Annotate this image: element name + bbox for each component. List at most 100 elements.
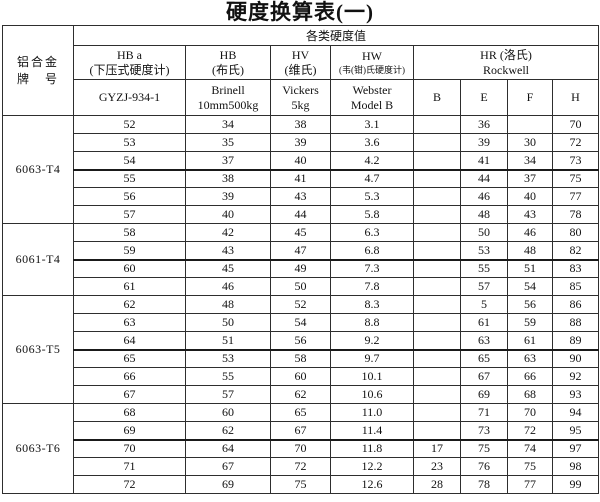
subheader-vickers-line2: 5kg — [291, 97, 310, 112]
value-cell: 75 — [460, 439, 508, 458]
alloy-group-label: 6063-T6 — [2, 403, 74, 494]
value-cell: 68 — [73, 403, 186, 422]
value-cell — [413, 421, 461, 441]
header-hb-name: HB — [219, 47, 237, 62]
value-cell: 71 — [460, 403, 508, 422]
value-cell: 9.2 — [330, 331, 414, 351]
page-title: 硬度换算表(一) — [226, 0, 374, 24]
value-cell: 62 — [270, 385, 331, 404]
value-cell — [413, 259, 461, 278]
value-cell — [413, 295, 461, 314]
header-hr-rockwell: HR (洛氏) Rockwell — [412, 45, 600, 80]
header-hw: HW (韦(钳)氏硬度计) — [330, 45, 414, 80]
table-row: 6063-T5 62 48 52 8.3 5 56 86 — [2, 295, 600, 404]
header-alloy-grade-line2: 牌 号 — [16, 71, 59, 86]
value-cell: 37 — [507, 169, 553, 188]
value-cell: 97 — [551, 439, 600, 458]
value-cell: 75 — [507, 457, 553, 476]
value-cell: 70 — [270, 439, 331, 458]
value-cell: 73 — [460, 421, 508, 441]
header-hb-cn: (布氏) — [212, 62, 244, 77]
value-cell: 3.1 — [330, 115, 414, 134]
value-cell: 50 — [460, 223, 508, 242]
value-cell: 53 — [460, 241, 508, 261]
value-cell: 30 — [507, 133, 553, 152]
value-cell: 54 — [73, 151, 186, 171]
table-row: 59 43 47 6.8 53 48 82 — [3, 241, 600, 261]
value-cell: 56 — [507, 295, 553, 314]
value-cell: 7.8 — [330, 277, 414, 296]
value-cell: 7.3 — [330, 259, 414, 278]
value-cell: 57 — [185, 385, 271, 404]
value-cell: 11.0 — [330, 403, 414, 422]
value-cell: 40 — [507, 187, 553, 206]
value-cell: 54 — [270, 313, 331, 332]
value-cell: 11.8 — [330, 439, 414, 458]
value-cell: 85 — [551, 277, 600, 296]
value-cell: 69 — [185, 475, 271, 494]
value-cell: 45 — [185, 259, 271, 278]
value-cell — [413, 115, 461, 134]
value-cell: 64 — [185, 439, 271, 458]
value-cell: 34 — [185, 115, 271, 134]
value-cell: 53 — [185, 349, 271, 368]
table-row: 61 46 50 7.8 57 54 85 — [3, 277, 600, 296]
value-cell: 4.7 — [330, 169, 414, 188]
value-cell: 35 — [185, 133, 271, 152]
value-cell: 41 — [460, 151, 508, 171]
value-cell — [413, 385, 461, 404]
value-cell: 8.3 — [330, 295, 414, 314]
table-row: 55 38 41 4.7 44 37 75 — [3, 169, 600, 188]
value-cell: 5.8 — [330, 205, 414, 224]
value-cell: 57 — [73, 205, 186, 224]
value-cell: 92 — [551, 367, 600, 386]
value-cell: 99 — [551, 475, 600, 494]
value-cell: 80 — [551, 223, 600, 242]
header-hr-sub: Rockwell — [483, 62, 529, 77]
value-cell: 42 — [185, 223, 271, 242]
value-cell: 43 — [185, 241, 271, 261]
table-row: 6063-T4 52 34 38 3.1 36 70 — [2, 115, 600, 224]
value-cell: 73 — [551, 151, 600, 171]
value-cell: 48 — [507, 241, 553, 261]
table-row: 57 40 44 5.8 48 43 78 — [3, 205, 600, 224]
value-cell — [413, 277, 461, 296]
table-row: 63 50 54 8.8 61 59 88 — [3, 313, 600, 332]
value-cell: 82 — [551, 241, 600, 261]
table-row: 67 57 62 10.6 69 68 93 — [3, 385, 600, 404]
value-cell — [413, 349, 461, 368]
value-cell: 48 — [185, 295, 271, 314]
value-cell: 23 — [413, 457, 461, 476]
value-cell: 93 — [551, 385, 600, 404]
subheader-brinell-line1: Brinell — [211, 82, 245, 97]
value-cell: 63 — [460, 331, 508, 351]
value-cell: 55 — [185, 367, 271, 386]
value-cell: 43 — [270, 187, 331, 206]
value-cell: 94 — [551, 403, 600, 422]
value-cell: 88 — [551, 313, 600, 332]
value-cell — [413, 367, 461, 386]
table-row: 69 62 67 11.4 73 72 95 — [3, 421, 600, 441]
value-cell: 95 — [551, 421, 600, 441]
value-cell: 39 — [270, 133, 331, 152]
value-cell: 34 — [507, 151, 553, 171]
value-cell: 8.8 — [330, 313, 414, 332]
table-row: 53 35 39 3.6 39 30 72 — [3, 133, 600, 152]
value-cell: 68 — [507, 385, 553, 404]
header-hb: HB (布氏) — [185, 45, 271, 80]
value-cell: 47 — [270, 241, 331, 261]
subheader-webster: Webster Model B — [330, 79, 414, 116]
value-cell: 61 — [73, 277, 186, 296]
value-cell: 43 — [507, 205, 553, 224]
header-alloy-grade-line1: 铝合金 — [16, 54, 59, 69]
header-alloy-grade: 铝合金 牌 号 — [2, 25, 74, 116]
value-cell: 67 — [185, 457, 271, 476]
value-cell: 65 — [73, 349, 186, 368]
value-cell: 72 — [270, 457, 331, 476]
value-cell: 72 — [73, 475, 186, 494]
value-cell: 63 — [73, 313, 186, 332]
value-cell — [413, 223, 461, 242]
value-cell: 51 — [507, 259, 553, 278]
table-row: 72 69 75 12.6 28 78 77 99 — [3, 475, 600, 494]
value-cell: 61 — [507, 331, 553, 351]
